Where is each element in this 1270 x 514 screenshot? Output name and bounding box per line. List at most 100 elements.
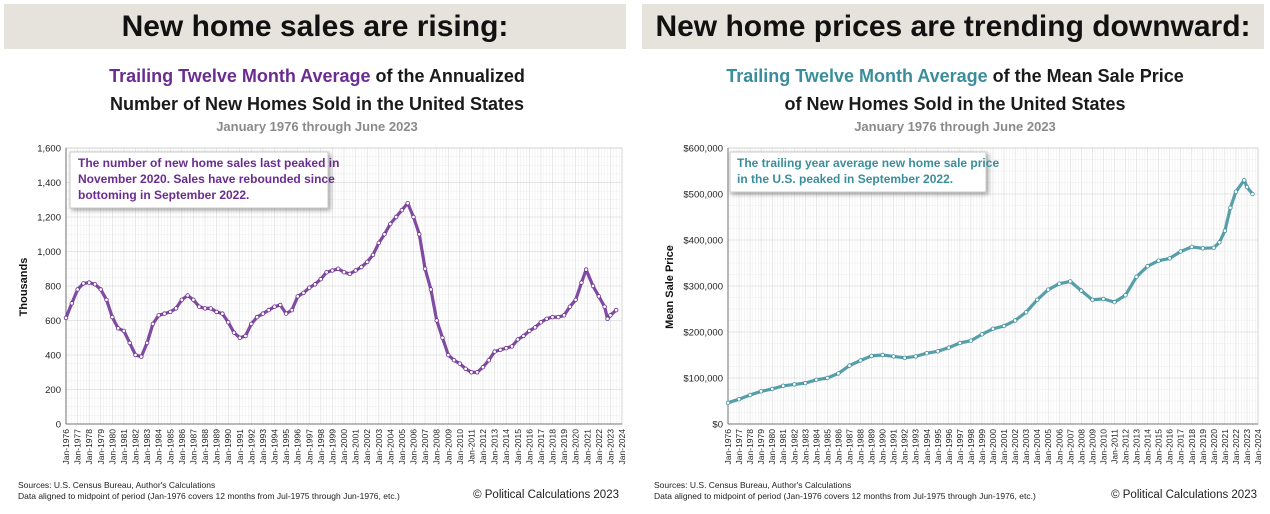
data-point — [231, 330, 237, 335]
x-tick-label: Jan-2016 — [1165, 429, 1175, 465]
x-tick-label: Jan-2001 — [999, 429, 1009, 465]
data-point — [1200, 246, 1205, 251]
data-point — [579, 280, 584, 285]
annotation-line-2: in the U.S. peaked in September 2022. — [737, 172, 953, 186]
x-tick-label: Jan-2020 — [571, 429, 581, 465]
data-point — [110, 314, 115, 320]
data-point — [266, 307, 271, 313]
x-tick-label: Jan-1980 — [767, 429, 777, 465]
y-axis-label: Thousands — [18, 258, 30, 317]
data-point — [1134, 274, 1139, 279]
data-point — [196, 304, 202, 309]
data-point — [393, 214, 399, 220]
data-point — [1112, 299, 1117, 305]
x-tick-label: Jan-1993 — [258, 429, 268, 465]
x-tick-label: Jan-1991 — [235, 429, 245, 465]
x-tick-label: Jan-2000 — [988, 429, 998, 465]
x-tick-label: Jan-2018 — [548, 429, 558, 465]
y-tick-label: $0 — [712, 420, 723, 431]
x-tick-label: Jan-1992 — [246, 429, 256, 465]
chart-title-line-1: Trailing Twelve Month Average of the Mean… — [726, 66, 1183, 86]
data-point — [532, 325, 538, 330]
data-point — [946, 345, 951, 350]
left-panel: New home sales are rising: Trailing Twel… — [0, 0, 632, 514]
annotation-line-1: The number of new home sales last peaked… — [78, 156, 339, 170]
data-point — [968, 338, 974, 343]
data-point — [214, 309, 219, 315]
data-point — [162, 311, 167, 316]
data-point — [814, 377, 819, 382]
x-tick-label: Jan-2019 — [1198, 429, 1208, 465]
data-point — [86, 280, 92, 285]
data-point — [486, 358, 491, 363]
data-point — [869, 353, 874, 359]
data-point — [509, 344, 515, 349]
x-tick-label: Jan-2015 — [1154, 429, 1164, 465]
x-tick-label: Jan-1977 — [73, 429, 83, 465]
x-tick-label: Jan-1996 — [293, 429, 303, 465]
x-tick-label: Jan-2009 — [1087, 429, 1097, 465]
data-point — [98, 287, 103, 292]
data-point — [347, 271, 352, 277]
data-point — [1068, 279, 1073, 284]
x-tick-label: Jan-2012 — [1121, 429, 1131, 465]
x-tick-label: Jan-1994 — [270, 429, 280, 465]
x-tick-label: Jan-1976 — [61, 429, 71, 465]
data-point — [422, 266, 428, 271]
data-point — [104, 297, 109, 302]
y-tick-label: 400 — [45, 351, 61, 362]
chart-subtitle: January 1976 through June 2023 — [216, 119, 418, 134]
data-point — [237, 335, 242, 340]
data-point — [434, 318, 439, 323]
x-tick-label: Jan-1977 — [734, 429, 744, 465]
x-tick-label: Jan-1986 — [833, 429, 843, 465]
x-tick-label: Jan-1982 — [131, 429, 141, 465]
x-tick-label: Jan-1998 — [966, 429, 976, 465]
data-point — [173, 306, 179, 311]
copyright: © Political Calculations 2023 — [473, 489, 619, 501]
y-tick-label: $300,000 — [683, 282, 723, 293]
x-tick-label: Jan-1985 — [165, 429, 175, 465]
data-point — [957, 340, 963, 346]
series-line — [726, 178, 1255, 405]
data-point — [573, 297, 578, 302]
data-point — [179, 297, 184, 302]
data-point — [1222, 228, 1228, 233]
y-tick-label: 1,600 — [37, 144, 61, 155]
x-tick-label: Jan-1980 — [107, 429, 117, 465]
x-tick-label: Jan-2017 — [536, 429, 546, 465]
data-point — [880, 352, 885, 358]
data-point — [440, 335, 445, 340]
x-tick-label: Jan-1994 — [922, 429, 932, 465]
x-tick-label: Jan-2018 — [1187, 429, 1197, 465]
x-tick-label: Jan-1984 — [154, 429, 164, 465]
data-point — [1012, 318, 1018, 323]
data-point — [492, 349, 497, 354]
data-point — [1233, 189, 1239, 194]
x-tick-label: Jan-1987 — [188, 429, 198, 465]
x-tick-label: Jan-1996 — [944, 429, 954, 465]
data-point — [428, 287, 434, 292]
x-tick-label: Jan-1999 — [977, 429, 987, 465]
y-tick-label: 1,200 — [37, 213, 61, 224]
x-tick-label: Jan-2008 — [432, 429, 442, 465]
data-point — [283, 311, 289, 316]
y-tick-label: 600 — [45, 316, 61, 327]
chart-prices: Trailing Twelve Month Average of the Mean… — [654, 66, 1263, 501]
data-point — [463, 366, 468, 371]
x-tick-label: Jan-2021 — [582, 429, 592, 465]
x-tick-label: Jan-2015 — [513, 429, 523, 465]
data-point — [891, 354, 896, 359]
data-point — [1211, 245, 1216, 250]
data-point — [359, 264, 364, 270]
data-point — [399, 207, 405, 213]
data-point — [475, 370, 480, 375]
data-point — [388, 221, 393, 227]
data-point — [596, 294, 601, 299]
data-point — [605, 316, 610, 321]
data-point — [446, 352, 451, 358]
data-point — [538, 320, 544, 325]
data-point — [515, 337, 520, 342]
data-point — [260, 311, 266, 316]
banner-title: New home prices are trending downward: — [642, 4, 1264, 49]
